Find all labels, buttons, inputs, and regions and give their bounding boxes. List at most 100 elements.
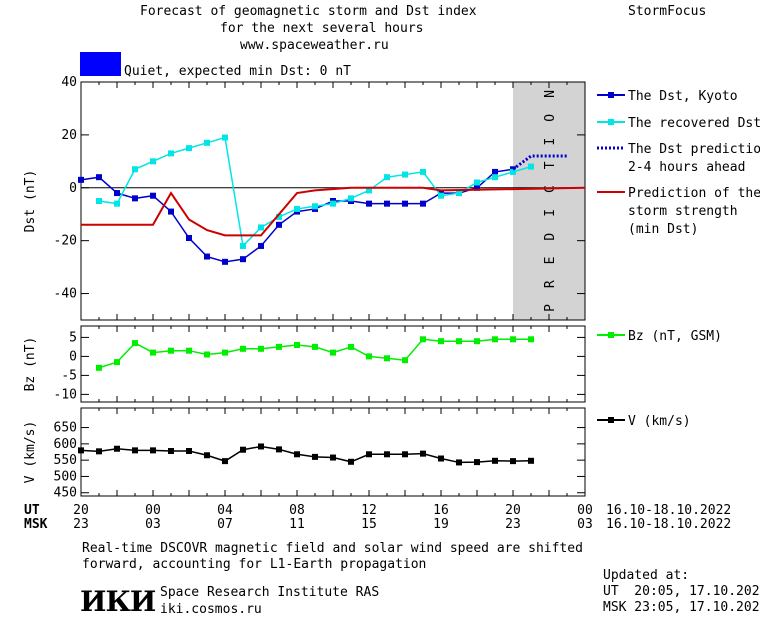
prediction-label-letter: I — [543, 138, 558, 146]
ut-tick-label: 08 — [289, 503, 305, 518]
data-point — [456, 338, 462, 345]
y-tick-label: 40 — [61, 75, 77, 90]
data-point — [96, 448, 102, 455]
prediction-label-letter: R — [543, 280, 558, 288]
data-point — [222, 258, 228, 265]
ut-tick-label: 12 — [361, 503, 377, 518]
legend-marker — [608, 332, 614, 338]
data-point — [78, 176, 84, 183]
data-point — [114, 190, 120, 197]
y-tick-label: 0 — [69, 181, 77, 196]
y-tick-label: -10 — [54, 387, 77, 402]
legend-label: Bz (nT, GSM) — [628, 329, 722, 344]
data-point — [96, 198, 102, 204]
ut-tick-label: 20 — [505, 503, 521, 518]
data-point — [366, 187, 372, 194]
msk-tick-label: 03 — [577, 517, 593, 532]
data-point — [294, 342, 300, 348]
data-point — [510, 458, 516, 465]
data-point — [276, 221, 282, 228]
prediction-label-letter: D — [543, 233, 558, 241]
prediction-label-letter: I — [543, 209, 558, 217]
data-point — [348, 195, 354, 202]
data-point — [258, 443, 264, 450]
series-line — [81, 186, 586, 237]
data-point — [150, 447, 156, 454]
data-point — [474, 338, 480, 345]
y-tick-label: 650 — [54, 421, 77, 436]
data-point — [330, 454, 336, 461]
data-point — [366, 200, 372, 207]
data-point — [168, 347, 174, 354]
data-point — [132, 340, 138, 347]
ut-tick-label: 04 — [217, 503, 233, 518]
data-point — [528, 163, 534, 170]
data-point — [186, 448, 192, 455]
data-point — [168, 150, 174, 157]
panel-frame — [80, 407, 586, 497]
data-point — [150, 192, 156, 199]
prediction-label-letter: P — [543, 304, 558, 312]
data-point — [492, 168, 498, 175]
series-line — [98, 338, 531, 369]
data-point — [258, 242, 264, 249]
y-tick-label: 20 — [61, 128, 77, 143]
y-tick-label: 5 — [69, 330, 77, 345]
source-url: www.spaceweather.ru — [240, 38, 389, 53]
data-point — [366, 451, 372, 458]
institute-site[interactable]: iki.cosmos.ru — [160, 602, 262, 617]
data-point — [474, 184, 480, 191]
footnote-line1: Real-time DSCOVR magnetic field and sola… — [82, 541, 583, 556]
legend-label: 2-4 hours ahead — [628, 160, 745, 175]
data-point — [348, 343, 354, 350]
data-point — [150, 158, 156, 165]
data-point — [168, 208, 174, 215]
data-point — [276, 343, 282, 350]
data-point — [222, 349, 228, 356]
legend-label: Prediction of the — [628, 186, 760, 201]
data-point — [312, 453, 318, 460]
chart-title-line1: Forecast of geomagnetic storm and Dst in… — [140, 4, 477, 19]
data-point — [492, 336, 498, 343]
data-point — [384, 355, 390, 362]
msk-tick-label: 03 — [145, 517, 161, 532]
ut-tick-label: 00 — [577, 503, 593, 518]
series-line — [98, 136, 532, 248]
data-point — [78, 447, 84, 454]
data-point — [438, 338, 444, 345]
institute-name: Space Research Institute RAS — [160, 585, 380, 600]
prediction-label-letter: O — [543, 114, 558, 122]
legend-marker — [608, 417, 614, 423]
msk-tick-label: 07 — [217, 517, 233, 532]
data-point — [348, 458, 354, 465]
data-point — [222, 134, 228, 141]
data-point — [420, 168, 426, 175]
legend-label: The Dst, Kyoto — [628, 89, 738, 104]
data-point — [150, 349, 156, 356]
y-axis-label: V (km/s) — [23, 421, 38, 484]
data-point — [492, 457, 498, 464]
legend-label: The recovered Dst — [628, 116, 760, 131]
ut-tick-label: 00 — [145, 503, 161, 518]
legend-label: The Dst prediction — [628, 142, 760, 157]
prediction-band — [513, 82, 585, 320]
updated-ut: UT 20:05, 17.10.2022 — [603, 584, 760, 599]
data-point — [240, 242, 246, 249]
msk-tick-label: 15 — [361, 517, 377, 532]
data-point — [492, 174, 498, 181]
data-point — [402, 171, 408, 178]
series-line — [80, 445, 532, 464]
data-point — [294, 205, 300, 212]
y-tick-label: -5 — [61, 368, 77, 383]
data-point — [114, 445, 120, 452]
data-point — [240, 256, 246, 263]
data-point — [114, 200, 120, 207]
data-point — [438, 192, 444, 199]
data-point — [330, 200, 336, 207]
data-point — [240, 446, 246, 453]
y-axis-label: Dst (nT) — [23, 170, 38, 233]
chart-title-line2: for the next several hours — [220, 21, 424, 36]
data-point — [258, 224, 264, 231]
data-point — [204, 253, 210, 260]
iki-logo: ИКИ — [80, 585, 156, 618]
